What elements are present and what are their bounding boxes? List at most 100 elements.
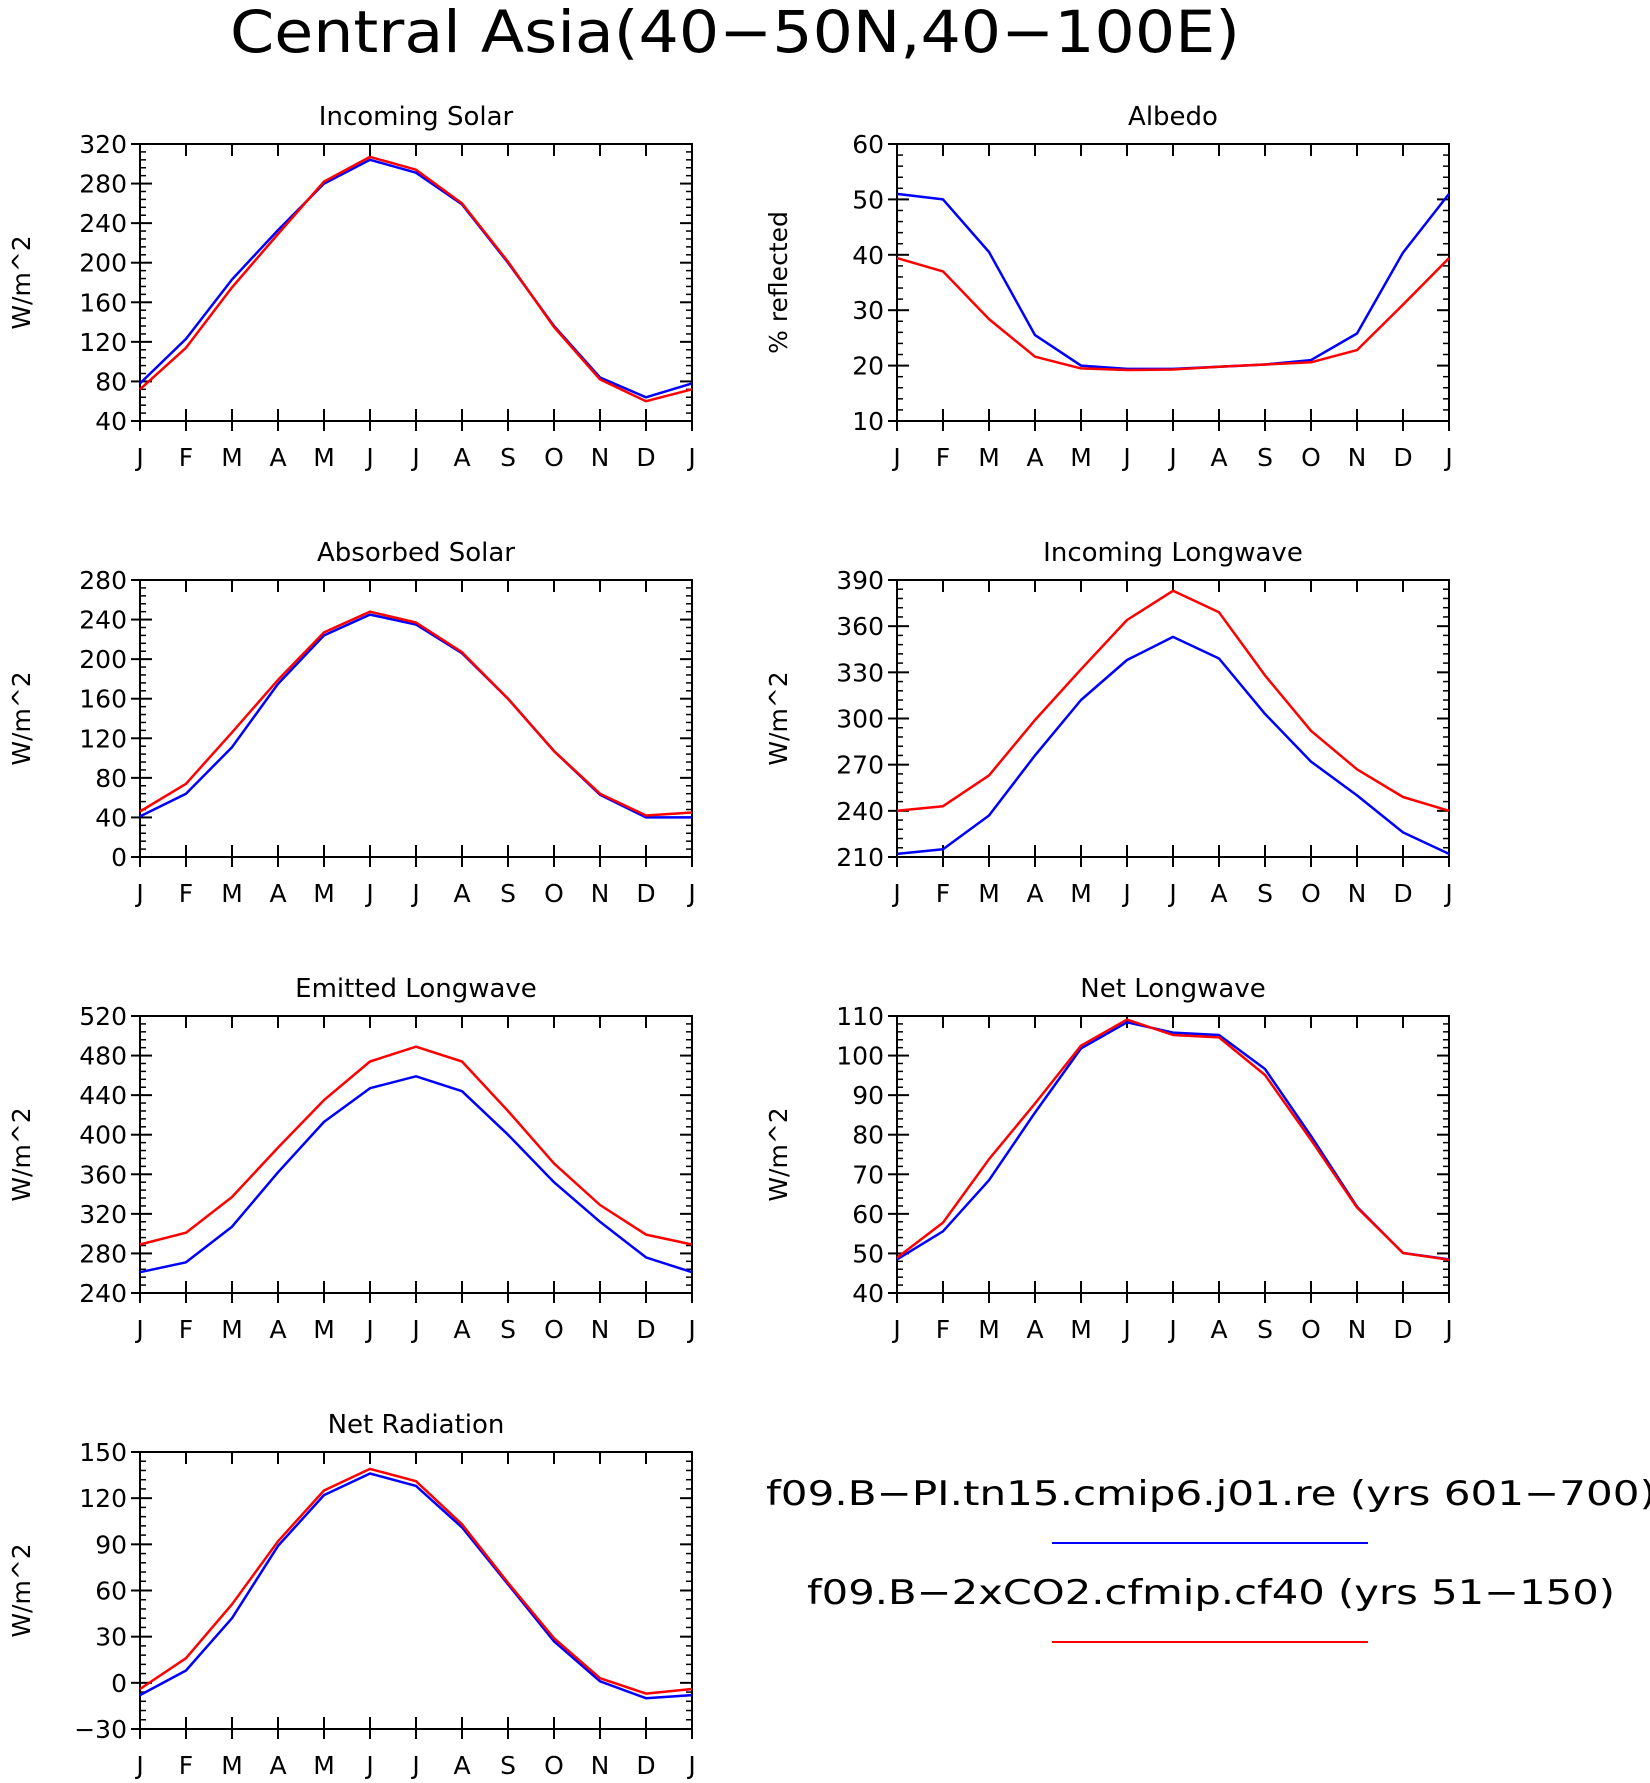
x-tick-label: M (221, 443, 243, 472)
y-tick-label: 100 (836, 1042, 884, 1071)
y-tick-label: 40 (852, 1279, 884, 1308)
y-tick-label: 200 (79, 249, 127, 278)
y-axis-label: W/m^2 (764, 1107, 793, 1201)
x-tick-label: D (1393, 879, 1412, 908)
x-tick-label: S (500, 1315, 516, 1344)
x-tick-label: A (453, 879, 470, 908)
x-tick-label: O (1301, 443, 1321, 472)
y-tick-label: 30 (95, 1623, 127, 1652)
y-tick-label: 360 (836, 612, 884, 641)
x-tick-label: S (500, 443, 516, 472)
x-tick-label: M (313, 443, 335, 472)
series-line-co2x2 (139, 1467, 693, 1695)
x-tick-label: O (544, 1751, 564, 1780)
series-line-control (896, 635, 1450, 856)
x-tick-label: S (1257, 1315, 1273, 1344)
x-tick-label: M (313, 1315, 335, 1344)
x-tick-label: S (1257, 879, 1273, 908)
x-tick-label: J (134, 1315, 143, 1344)
x-tick-label: J (364, 1315, 373, 1344)
panel-title: Incoming Solar (319, 102, 514, 132)
x-tick-label: J (1121, 443, 1130, 472)
x-tick-label: M (221, 879, 243, 908)
x-tick-label: A (1026, 879, 1043, 908)
y-tick-label: 400 (79, 1121, 127, 1150)
x-tick-label: N (591, 1751, 610, 1780)
y-axis-label: W/m^2 (7, 235, 36, 329)
series-line-control (139, 1075, 693, 1274)
series-line-co2x2 (139, 155, 693, 403)
y-tick-label: 10 (852, 407, 884, 436)
y-tick-label: 110 (836, 1002, 884, 1031)
y-tick-label: 120 (79, 724, 127, 753)
x-tick-label: J (134, 443, 143, 472)
x-tick-label: J (686, 443, 695, 472)
y-axis-label: W/m^2 (764, 671, 793, 765)
plot-frame (896, 579, 1450, 858)
y-tick-label: 150 (79, 1438, 127, 1467)
x-tick-label: J (364, 1751, 373, 1780)
y-tick-label: 160 (79, 288, 127, 317)
plot-frame (139, 1451, 693, 1730)
y-tick-label: 240 (836, 797, 884, 826)
y-tick-label: 280 (79, 566, 127, 595)
x-tick-label: J (364, 879, 373, 908)
x-tick-label: J (891, 1315, 900, 1344)
y-tick-label: 360 (79, 1160, 127, 1189)
x-tick-label: F (179, 1751, 193, 1780)
x-tick-label: N (1348, 879, 1367, 908)
x-tick-label: J (364, 443, 373, 472)
x-tick-label: J (686, 879, 695, 908)
x-tick-label: J (686, 1751, 695, 1780)
x-tick-label: A (453, 1315, 470, 1344)
y-tick-label: 0 (111, 843, 127, 872)
x-tick-label: A (269, 1315, 286, 1344)
panel-0: Incoming Solar W/m^2 40 80 120 160 200 240 280 32… (7, 102, 696, 472)
x-tick-label: A (1026, 1315, 1043, 1344)
x-tick-label: M (313, 879, 335, 908)
x-tick-label: D (636, 1751, 655, 1780)
series-line-control (139, 1472, 693, 1700)
y-axis-label: W/m^2 (7, 1543, 36, 1637)
x-tick-label: M (1070, 879, 1092, 908)
y-tick-label: 280 (79, 170, 127, 199)
y-tick-label: 280 (79, 1239, 127, 1268)
y-axis-label: W/m^2 (7, 1107, 36, 1201)
plot-frame (896, 1015, 1450, 1294)
panel-title: Albedo (1128, 102, 1218, 132)
series-line-co2x2 (896, 1018, 1450, 1262)
y-tick-label: 120 (79, 1484, 127, 1513)
y-tick-label: 40 (95, 803, 127, 832)
y-tick-label: 90 (95, 1530, 127, 1559)
x-tick-label: A (269, 1751, 286, 1780)
x-tick-label: M (978, 443, 1000, 472)
x-tick-label: N (1348, 1315, 1367, 1344)
x-tick-label: J (410, 1315, 419, 1344)
y-tick-label: 480 (79, 1042, 127, 1071)
x-tick-label: J (1443, 443, 1452, 472)
y-tick-label: −30 (74, 1715, 127, 1744)
series-line-co2x2 (139, 1045, 693, 1246)
x-tick-label: S (1257, 443, 1273, 472)
x-tick-label: J (686, 1315, 695, 1344)
series-line-control (139, 613, 692, 819)
y-tick-label: 160 (79, 685, 127, 714)
x-tick-label: M (978, 879, 1000, 908)
y-tick-label: 70 (852, 1160, 884, 1189)
x-tick-label: A (269, 443, 286, 472)
panel-title: Net Radiation (328, 1410, 505, 1440)
panel-4: Emitted Longwave W/m^2 240 280 320 360 400 440 4… (7, 974, 696, 1344)
plot-frame (139, 143, 693, 422)
x-tick-label: S (500, 1751, 516, 1780)
x-tick-label: A (453, 443, 470, 472)
y-tick-label: 330 (836, 658, 884, 687)
panel-2: Absorbed Solar W/m^2 0 40 80 120 160 200 240 280 J… (7, 538, 696, 908)
x-tick-label: D (1393, 443, 1412, 472)
x-tick-label: O (544, 443, 564, 472)
x-tick-label: D (636, 1315, 655, 1344)
x-tick-label: N (591, 879, 610, 908)
legend-label-control: f09.B−PI.tn15.cmip6.j01.re (yrs 601−700) (766, 1474, 1650, 1514)
legend: f09.B−PI.tn15.cmip6.j01.re (yrs 601−700)… (766, 1474, 1650, 1643)
